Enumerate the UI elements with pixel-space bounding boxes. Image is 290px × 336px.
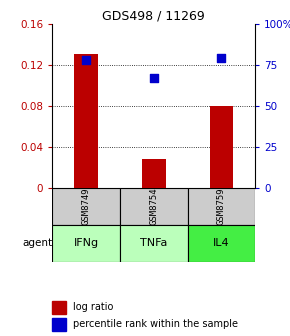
Point — [84, 57, 88, 62]
Bar — [52, 187, 120, 225]
Title: GDS498 / 11269: GDS498 / 11269 — [102, 9, 205, 23]
Bar — [52, 318, 66, 331]
Text: GSM8759: GSM8759 — [217, 187, 226, 225]
Point — [219, 55, 224, 61]
Bar — [74, 54, 98, 187]
Bar — [52, 225, 120, 262]
Bar — [209, 106, 233, 187]
Text: log ratio: log ratio — [73, 302, 113, 312]
Text: percentile rank within the sample: percentile rank within the sample — [73, 319, 238, 329]
Bar — [52, 301, 66, 314]
Text: TNFa: TNFa — [140, 239, 167, 248]
Bar — [120, 187, 188, 225]
Text: IFNg: IFNg — [73, 239, 99, 248]
Text: agent: agent — [22, 239, 52, 248]
Bar — [142, 159, 166, 187]
Text: GSM8754: GSM8754 — [149, 187, 158, 225]
Text: GSM8749: GSM8749 — [81, 187, 90, 225]
Text: IL4: IL4 — [213, 239, 230, 248]
Bar — [188, 225, 255, 262]
Bar — [120, 225, 188, 262]
Point — [151, 75, 156, 80]
Bar — [188, 187, 255, 225]
